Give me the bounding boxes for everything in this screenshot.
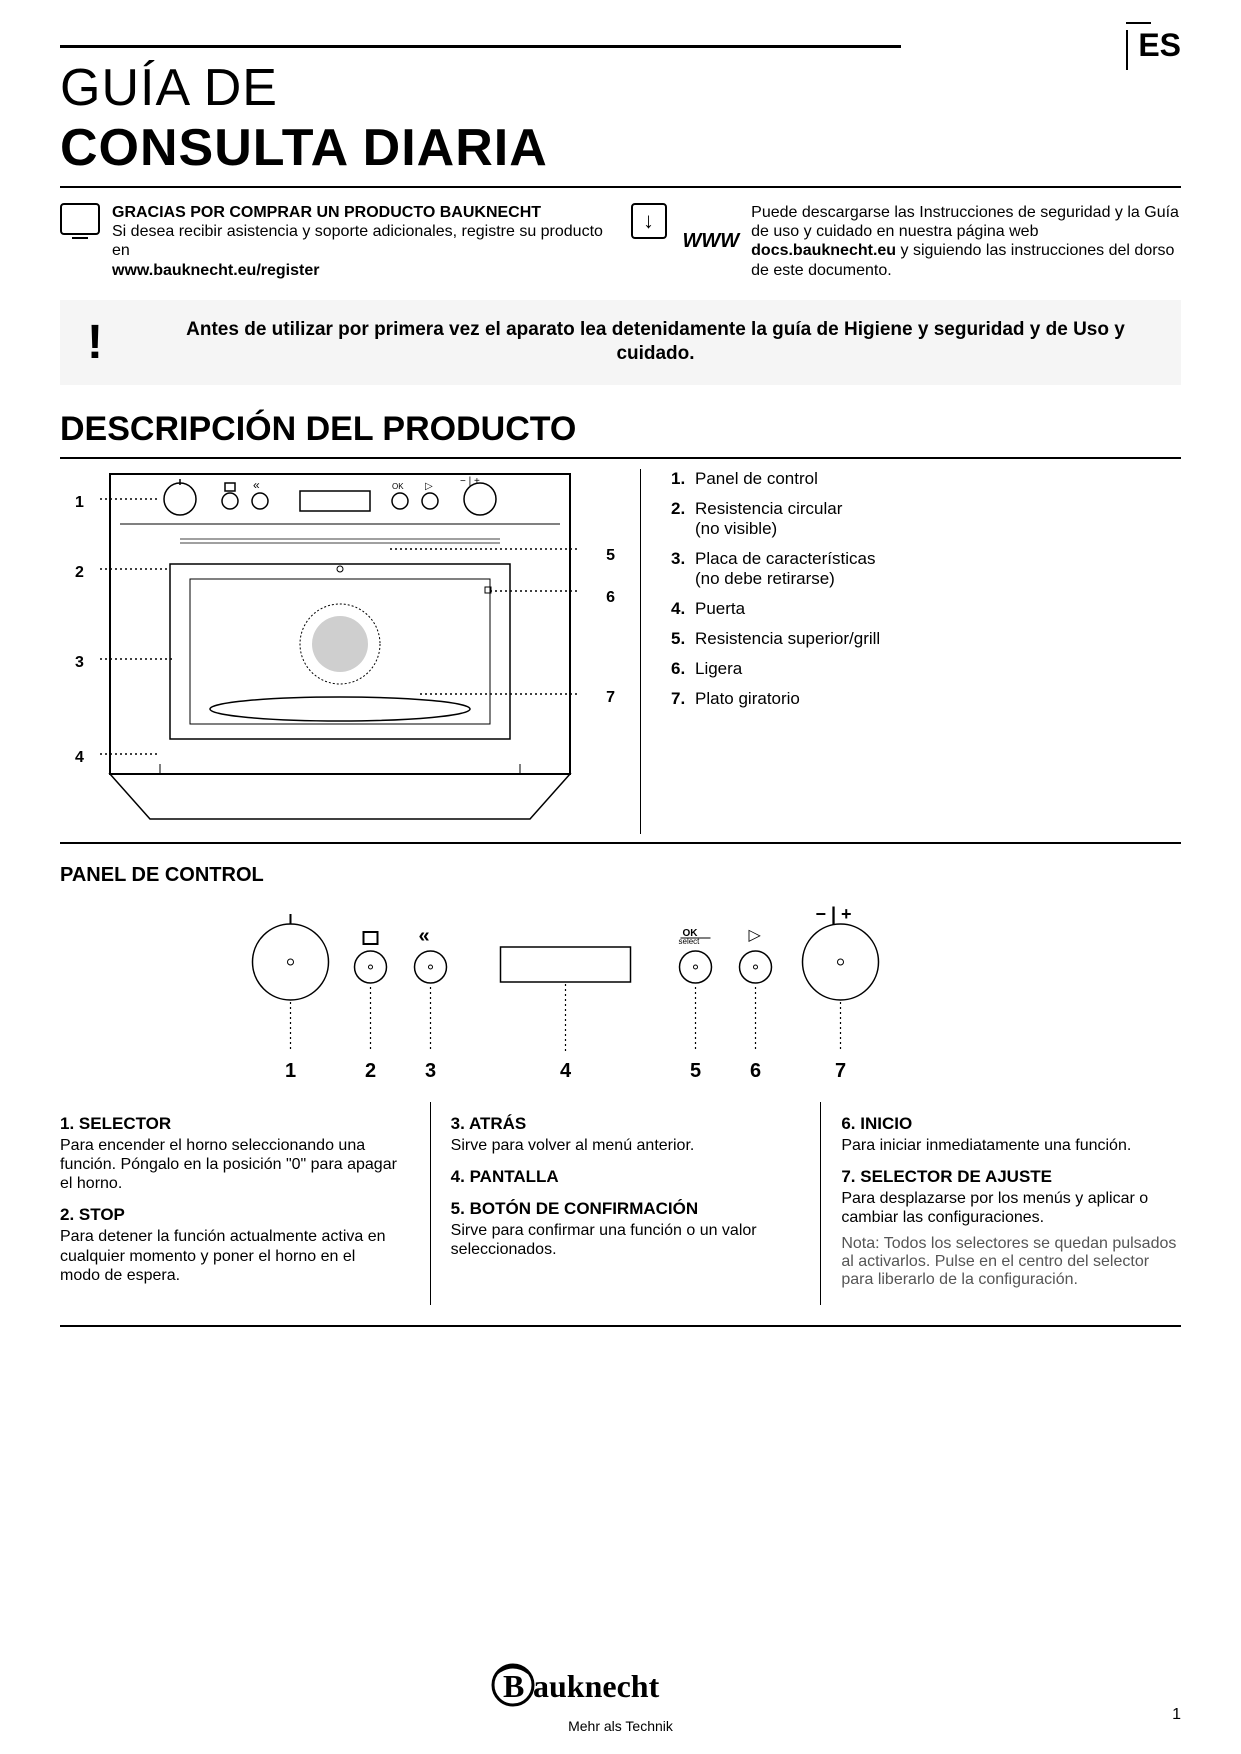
part-item: 4.Puerta bbox=[671, 599, 1181, 619]
warning-box: ! Antes de utilizar por primera vez el a… bbox=[60, 300, 1181, 385]
panel-col-3: 6. INICIO Para iniciar inmediatamente un… bbox=[820, 1102, 1181, 1306]
part-item: 7.Plato giratorio bbox=[671, 689, 1181, 709]
page-number: 1 bbox=[1172, 1706, 1181, 1724]
callout-7: 7 bbox=[606, 689, 615, 707]
svg-text:«: « bbox=[419, 925, 430, 947]
oven-diagram: 1 2 3 4 5 6 7 « OK ▷ − | + bbox=[60, 469, 600, 834]
control-panel-diagram: « OK select ▷ − | + 1 bbox=[60, 892, 1181, 1092]
part-item: 1.Panel de control bbox=[671, 469, 1181, 489]
rule bbox=[60, 457, 1181, 459]
warning-icon: ! bbox=[80, 315, 110, 370]
panel-col-2: 3. ATRÁS Sirve para volver al menú anter… bbox=[430, 1102, 791, 1306]
intro-left: GRACIAS POR COMPRAR UN PRODUCTO BAUKNECH… bbox=[60, 203, 611, 280]
panel-num-6: 6 bbox=[750, 1060, 761, 1082]
callout-4: 4 bbox=[75, 749, 84, 767]
panel-num-4: 4 bbox=[560, 1060, 572, 1082]
panel-item-6: 6. INICIO Para iniciar inmediatamente un… bbox=[841, 1114, 1181, 1155]
panel-num-3: 3 bbox=[425, 1060, 436, 1082]
panel-item-3: 3. ATRÁS Sirve para volver al menú anter… bbox=[451, 1114, 791, 1155]
panel-col-1: 1. SELECTOR Para encender el horno selec… bbox=[60, 1102, 400, 1306]
brand-tagline: Mehr als Technik bbox=[0, 1718, 1241, 1734]
svg-text:− | +: − | + bbox=[816, 904, 852, 924]
callout-3: 3 bbox=[75, 654, 84, 672]
panel-item-2: 2. STOP Para detener la función actualme… bbox=[60, 1205, 400, 1285]
panel-num-5: 5 bbox=[690, 1060, 701, 1082]
svg-text:OK: OK bbox=[392, 482, 404, 491]
panel-item-4: 4. PANTALLA bbox=[451, 1167, 791, 1187]
panel-note: Nota: Todos los selectores se quedan pul… bbox=[841, 1235, 1181, 1289]
intro-left-text: GRACIAS POR COMPRAR UN PRODUCTO BAUKNECH… bbox=[112, 203, 611, 280]
part-item: 5.Resistencia superior/grill bbox=[671, 629, 1181, 649]
intro-right-text: Puede descargarse las Instrucciones de s… bbox=[751, 203, 1181, 280]
rule bbox=[60, 842, 1181, 844]
svg-text:auknecht: auknecht bbox=[533, 1668, 660, 1704]
panel-item-5: 5. BOTÓN DE CONFIRMACIÓN Sirve para conf… bbox=[451, 1199, 791, 1259]
svg-text:− | +: − | + bbox=[460, 476, 480, 487]
www-label: WWW bbox=[683, 230, 740, 253]
panel-svg: « OK select ▷ − | + 1 bbox=[60, 892, 1181, 1092]
panel-num-1: 1 bbox=[285, 1060, 296, 1082]
part-item: 6.Ligera bbox=[671, 659, 1181, 679]
parts-list-ol: 1.Panel de control 2.Resistencia circula… bbox=[671, 469, 1181, 709]
footer: B auknecht Mehr als Technik bbox=[0, 1663, 1241, 1734]
intro-left-body: Si desea recibir asistencia y soporte ad… bbox=[112, 223, 603, 259]
download-icon bbox=[631, 203, 671, 238]
intro-row: GRACIAS POR COMPRAR UN PRODUCTO BAUKNECH… bbox=[60, 203, 1181, 280]
panel-heading: PANEL DE CONTROL bbox=[60, 864, 1181, 887]
panel-num-2: 2 bbox=[365, 1060, 376, 1082]
product-row: 1 2 3 4 5 6 7 « OK ▷ − | + bbox=[60, 469, 1181, 834]
top-rule bbox=[60, 45, 901, 48]
intro-right-body-1: Puede descargarse las Instrucciones de s… bbox=[751, 204, 1179, 240]
panel-num-7: 7 bbox=[835, 1060, 846, 1082]
warning-message: Antes de utilizar por primera vez el apa… bbox=[150, 318, 1161, 367]
part-item: 3.Placa de características(no debe retir… bbox=[671, 549, 1181, 589]
register-url: www.bauknecht.eu/register bbox=[112, 262, 319, 279]
rule bbox=[60, 186, 1181, 188]
page: ES GUÍA DE CONSULTA DIARIA GRACIAS POR C… bbox=[0, 0, 1241, 1754]
docs-url: docs.bauknecht.eu bbox=[751, 242, 896, 259]
brand-logo: B auknecht bbox=[0, 1663, 1241, 1716]
title-line-2: CONSULTA DIARIA bbox=[60, 118, 1181, 178]
rule bbox=[60, 1325, 1181, 1327]
callout-2: 2 bbox=[75, 564, 84, 582]
callout-5: 5 bbox=[606, 547, 615, 565]
callout-6: 6 bbox=[606, 589, 615, 607]
title-line-1: GUÍA DE bbox=[60, 59, 278, 117]
language-tag: ES bbox=[1126, 30, 1181, 70]
intro-right: WWW Puede descargarse las Instrucciones … bbox=[631, 203, 1182, 280]
monitor-icon bbox=[60, 203, 100, 238]
oven-svg: « OK ▷ − | + bbox=[100, 469, 580, 829]
svg-text:▷: ▷ bbox=[425, 481, 433, 492]
parts-list: 1.Panel de control 2.Resistencia circula… bbox=[640, 469, 1181, 834]
part-item: 2.Resistencia circular(no visible) bbox=[671, 499, 1181, 539]
section-heading: DESCRIPCIÓN DEL PRODUCTO bbox=[60, 410, 1181, 449]
page-title: GUÍA DE CONSULTA DIARIA bbox=[60, 58, 1181, 178]
intro-left-heading: GRACIAS POR COMPRAR UN PRODUCTO BAUKNECH… bbox=[112, 204, 541, 221]
panel-columns: 1. SELECTOR Para encender el horno selec… bbox=[60, 1102, 1181, 1306]
panel-item-1: 1. SELECTOR Para encender el horno selec… bbox=[60, 1114, 400, 1194]
svg-text:B: B bbox=[503, 1668, 524, 1704]
panel-item-7: 7. SELECTOR DE AJUSTE Para desplazarse p… bbox=[841, 1167, 1181, 1227]
svg-text:▷: ▷ bbox=[749, 927, 762, 944]
callout-1: 1 bbox=[75, 494, 84, 512]
svg-text:«: « bbox=[253, 478, 260, 492]
